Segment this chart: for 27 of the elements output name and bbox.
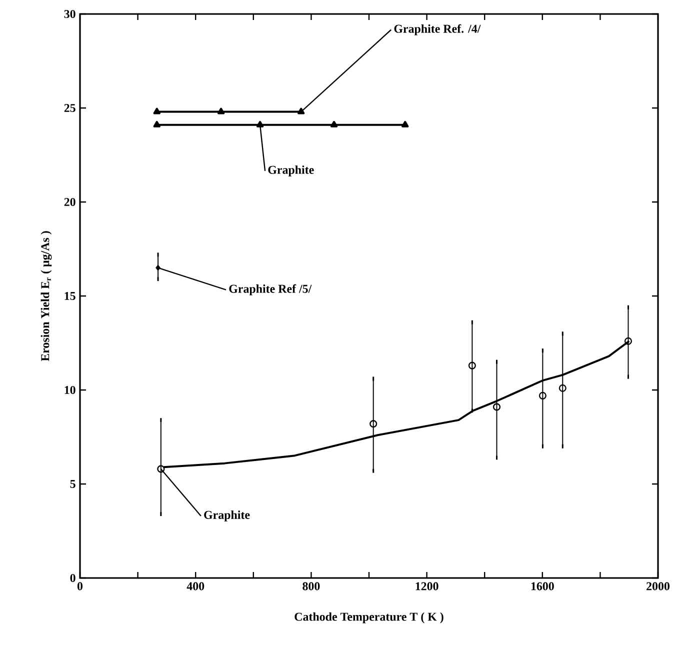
y-tick-label: 0 (70, 574, 76, 582)
y-tick-label: 30 (64, 10, 76, 18)
point (402, 120, 409, 128)
x-tick-label: 1200 (416, 582, 438, 590)
x-tick-label: 1600 (531, 582, 554, 590)
x-tick-label: 2000 (646, 582, 670, 590)
y-tick-label: 5 (70, 480, 76, 488)
x-tick-label: 800 (302, 582, 320, 590)
y-tick-label: 20 (64, 198, 76, 206)
point (298, 108, 305, 114)
text: Graphite Ref /5/ (229, 284, 312, 296)
y-tick-label: 15 (64, 292, 76, 300)
text: Graphite (204, 510, 250, 522)
x-axis-title: Cathode Temperature T ( K ) (294, 612, 444, 624)
point (217, 108, 225, 114)
point (330, 120, 338, 128)
y-axis-title: Erosion Yield E$_{r}$ ( μg/As ) (40, 231, 52, 362)
y-tick-label: 10 (64, 386, 76, 394)
point (156, 264, 160, 271)
point (153, 120, 160, 128)
text: Graphite (268, 165, 314, 176)
x-tick-label: 0 (77, 582, 83, 590)
point (256, 120, 264, 128)
legend-label: Graphite Ref. /4/ (394, 24, 481, 36)
y-tick-label: 25 (64, 104, 76, 112)
point (153, 108, 160, 114)
x-tick-label: 400 (186, 582, 204, 590)
